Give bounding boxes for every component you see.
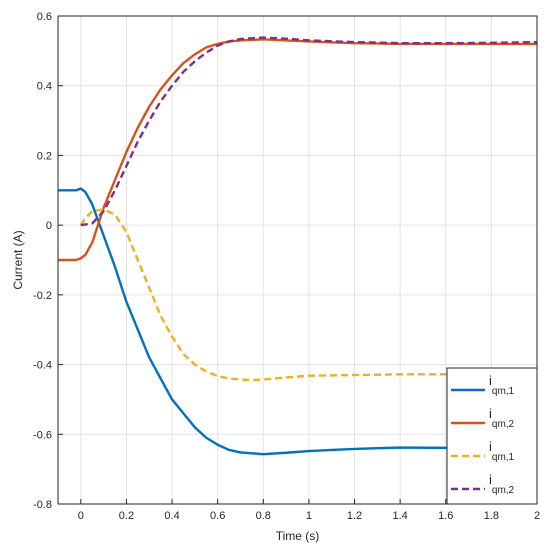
legend-entry-3: iqm,1 [489, 439, 515, 463]
plot-frame [57, 15, 538, 505]
legend-label-main: i [489, 373, 492, 388]
x-tick-label: 1.6 [438, 510, 453, 522]
y-tick-label: 0.6 [37, 11, 52, 23]
legend-label-main: i [489, 472, 492, 487]
series-line-3 [79, 208, 537, 382]
legend-label-sub: qm,1 [492, 386, 515, 397]
legend-label-main: i [489, 406, 492, 421]
y-tick-label: -0.8 [33, 499, 52, 511]
legend-entry-1: iqm,1 [489, 373, 515, 397]
y-tick-label: -0.6 [33, 429, 52, 441]
x-tick-label: 1 [306, 510, 312, 522]
y-tick-label: 0.4 [37, 81, 52, 93]
tick-labels: 0 0.2 0.4 0.6 0.8 1 1.2 1.4 1.6 1.8 2 -0.8 -0.6 -0.4 -… [33, 11, 540, 522]
series-line-1 [58, 187, 537, 456]
y-tick-label: 0.2 [37, 150, 52, 162]
x-tick-label: 0 [78, 510, 84, 522]
x-tick-label: 0.2 [119, 510, 134, 522]
y-tick-label: -0.2 [33, 290, 52, 302]
legend-label-sub: qm,1 [492, 452, 515, 463]
legend-label-sub: qm,2 [492, 485, 515, 496]
series-line-2 [58, 38, 537, 262]
legend-label-main: i [489, 439, 492, 454]
y-tick-label: 0 [46, 220, 52, 232]
y-axis-label: Current (A) [11, 230, 25, 289]
x-tick-label: 1.2 [347, 510, 362, 522]
series-layer [58, 36, 538, 456]
legend-entry-2: iqm,2 [489, 406, 515, 430]
x-tick-label: 1.8 [484, 510, 499, 522]
y-tick-label: -0.4 [33, 360, 52, 372]
x-tick-label: 1.4 [392, 510, 407, 522]
x-tick-label: 0.8 [256, 510, 271, 522]
x-tick-label: 0.4 [164, 510, 179, 522]
x-tick-label: 2 [534, 510, 540, 522]
legend-entry-4: iqm,2 [489, 472, 515, 496]
legend-label-sub: qm,2 [492, 419, 515, 430]
series-line-4 [80, 36, 538, 227]
x-tick-label: 0.6 [210, 510, 225, 522]
x-axis-label: Time (s) [276, 529, 320, 543]
